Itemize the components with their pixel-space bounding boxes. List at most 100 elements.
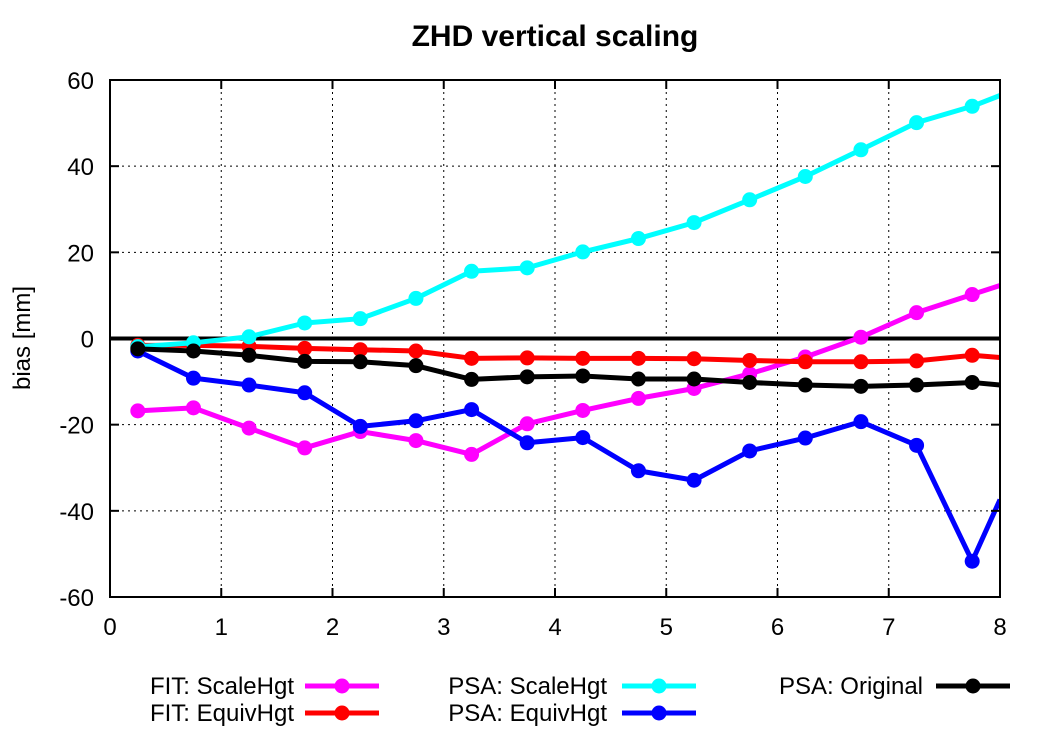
legend-swatch-marker	[334, 705, 350, 721]
data-point	[241, 377, 257, 393]
legend-label: FIT: ScaleHgt	[150, 673, 294, 700]
x-tick-label: 4	[548, 614, 561, 641]
y-tick-label: 0	[81, 327, 94, 354]
data-point	[742, 352, 758, 368]
data-point	[964, 553, 980, 569]
x-tick-label: 8	[993, 614, 1006, 641]
series-psa-original	[130, 341, 1000, 394]
y-tick-label: 20	[67, 240, 94, 267]
y-tick-label: 40	[67, 154, 94, 181]
chart-title: ZHD vertical scaling	[412, 20, 699, 53]
series-fit-equivhgt	[130, 337, 1000, 370]
legend-entry: FIT: ScaleHgt	[150, 673, 379, 700]
legend-entry: FIT: EquivHgt	[150, 700, 379, 727]
x-tick-label: 3	[437, 614, 450, 641]
series-line	[136, 348, 1000, 564]
data-point	[797, 377, 813, 393]
series-line	[137, 93, 1000, 350]
data-point	[909, 353, 925, 369]
data-point	[742, 443, 758, 459]
data-point	[742, 192, 758, 208]
data-point	[742, 374, 758, 390]
data-point	[408, 290, 424, 306]
y-tick-label: -20	[59, 413, 94, 440]
data-point	[519, 435, 535, 451]
data-point	[297, 315, 313, 331]
data-point	[464, 371, 480, 387]
data-point	[185, 370, 201, 386]
data-point	[408, 358, 424, 374]
data-point	[909, 437, 925, 453]
legend-entry: PSA: EquivHgt	[448, 700, 696, 727]
data-point	[964, 287, 980, 303]
data-point	[630, 371, 646, 387]
data-point	[630, 231, 646, 247]
data-point	[352, 342, 368, 358]
legend-entry: PSA: ScaleHgt	[448, 673, 696, 700]
series-group	[130, 93, 1000, 569]
data-point	[241, 420, 257, 436]
y-axis-label: bias [mm]	[9, 286, 36, 390]
data-point	[575, 368, 591, 384]
data-point	[408, 343, 424, 359]
series-psa-equivhgt	[130, 343, 1000, 569]
data-point	[575, 402, 591, 418]
data-point	[853, 354, 869, 370]
data-point	[575, 430, 591, 446]
data-point	[408, 433, 424, 449]
data-point	[797, 354, 813, 370]
legend-swatch-marker	[651, 705, 667, 721]
data-point	[464, 446, 480, 462]
data-point	[909, 115, 925, 131]
data-point	[464, 263, 480, 279]
data-point	[352, 354, 368, 370]
y-tick-label: -60	[59, 585, 94, 612]
data-point	[241, 329, 257, 345]
data-point	[909, 305, 925, 321]
series-psa-scalehgt	[130, 93, 1000, 355]
x-tick-label: 1	[215, 614, 228, 641]
y-tick-label: 60	[67, 68, 94, 95]
data-point	[575, 350, 591, 366]
data-point	[575, 244, 591, 260]
data-point	[797, 169, 813, 185]
data-point	[464, 402, 480, 418]
data-point	[964, 374, 980, 390]
data-point	[185, 400, 201, 416]
data-point	[853, 378, 869, 394]
legend-label: PSA: Original	[779, 673, 923, 700]
data-point	[352, 418, 368, 434]
legend-swatch-marker	[965, 678, 981, 694]
data-point	[630, 463, 646, 479]
data-point	[630, 390, 646, 406]
data-point	[519, 260, 535, 276]
legend-swatch-marker	[334, 678, 350, 694]
data-point	[686, 351, 702, 367]
data-point	[130, 341, 146, 357]
data-point	[185, 343, 201, 359]
data-point	[297, 340, 313, 356]
data-point	[630, 350, 646, 366]
data-point	[964, 98, 980, 114]
legend-label: PSA: EquivHgt	[448, 700, 607, 727]
axis-ticks: 0 1 2 3 4 5 6 7 8 -60 -40 -20 0 20 40 60	[59, 68, 1006, 641]
data-point	[352, 311, 368, 327]
legend-swatch-marker	[651, 678, 667, 694]
series-line	[137, 283, 1000, 457]
y-tick-label: -40	[59, 499, 94, 526]
data-point	[519, 350, 535, 366]
data-point	[853, 414, 869, 430]
legend-label: FIT: EquivHgt	[150, 700, 294, 727]
x-tick-label: 5	[660, 614, 673, 641]
x-tick-label: 0	[103, 614, 116, 641]
data-point	[297, 353, 313, 369]
data-point	[853, 142, 869, 158]
x-tick-label: 2	[326, 614, 339, 641]
data-point	[519, 369, 535, 385]
data-point	[297, 440, 313, 456]
data-point	[909, 377, 925, 393]
data-point	[686, 371, 702, 387]
legend-label: PSA: ScaleHgt	[448, 673, 607, 700]
